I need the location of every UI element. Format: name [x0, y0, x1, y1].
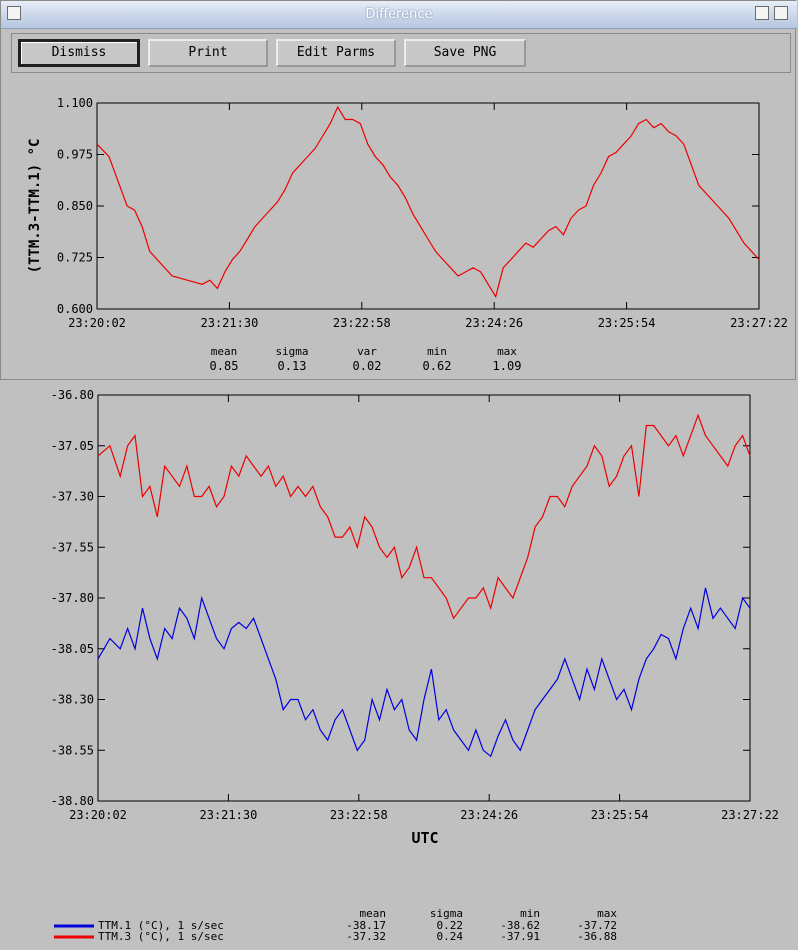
stats-value: -37.72 — [577, 919, 617, 932]
stats-value: 0.24 — [437, 930, 464, 943]
stats-header: mean — [360, 907, 387, 920]
y-tick-label: -38.05 — [51, 642, 94, 656]
y-tick-label: 0.725 — [57, 251, 93, 265]
edit-parms-button[interactable]: Edit Parms — [276, 39, 396, 67]
stats-header: max — [497, 345, 517, 358]
window-title: Difference — [365, 7, 433, 22]
difference-dialog: Difference Dismiss Print Edit Parms Save… — [0, 0, 797, 380]
stats-value: -38.62 — [500, 919, 540, 932]
stats-value: -37.32 — [346, 930, 386, 943]
title-bar[interactable]: Difference — [1, 1, 797, 29]
stats-header: mean — [211, 345, 238, 358]
y-tick-label: -37.30 — [51, 490, 94, 504]
y-tick-label: 1.100 — [57, 96, 93, 110]
x-tick-label: 23:22:58 — [333, 316, 391, 330]
y-tick-label: 0.850 — [57, 199, 93, 213]
series-line-0 — [96, 105, 760, 299]
legend-label: TTM.3 (°C), 1 s/sec — [98, 930, 224, 943]
stats-header: sigma — [275, 345, 308, 358]
series-line-0 — [97, 587, 751, 758]
x-tick-label: 23:25:54 — [591, 808, 649, 822]
plot-frame — [97, 394, 751, 802]
y-axis-label: (TTM.3-TTM.1) °C — [27, 139, 43, 274]
stats-header: sigma — [430, 907, 463, 920]
stats-value: 0.62 — [423, 359, 452, 373]
stats-header: min — [427, 345, 447, 358]
x-tick-label: 23:24:26 — [460, 808, 518, 822]
stats-header: min — [520, 907, 540, 920]
stats-header: max — [597, 907, 617, 920]
legend-label: TTM.1 (°C), 1 s/sec — [98, 919, 224, 932]
x-tick-label: 23:24:26 — [465, 316, 523, 330]
save-png-button[interactable]: Save PNG — [404, 39, 526, 67]
stats-value: 0.85 — [210, 359, 239, 373]
y-tick-label: -38.80 — [51, 794, 94, 808]
maximize-icon[interactable] — [774, 6, 788, 20]
x-tick-label: 23:20:02 — [68, 316, 126, 330]
x-axis-label: UTC — [411, 829, 438, 847]
y-tick-label: 0.975 — [57, 148, 93, 162]
y-tick-label: -38.30 — [51, 693, 94, 707]
difference-chart: 0.600 0.725 0.850 0.975 1.100 23:20:02 23:21:3… — [27, 96, 788, 373]
stats-value: 0.13 — [278, 359, 307, 373]
y-tick-label: -37.05 — [51, 439, 94, 453]
series-line-1 — [97, 413, 751, 620]
y-tick-label: 0.600 — [57, 302, 93, 316]
print-button[interactable]: Print — [148, 39, 268, 67]
x-tick-label: 23:22:58 — [330, 808, 388, 822]
stats-value: 0.22 — [437, 919, 464, 932]
stats-value: -36.88 — [577, 930, 617, 943]
y-tick-label: -37.80 — [51, 591, 94, 605]
x-tick-label: 23:27:22 — [721, 808, 779, 822]
x-tick-label: 23:27:22 — [730, 316, 788, 330]
x-tick-label: 23:21:30 — [201, 316, 259, 330]
stats-value: -38.17 — [346, 919, 386, 932]
x-tick-label: 23:20:02 — [69, 808, 127, 822]
dismiss-button[interactable]: Dismiss — [18, 39, 140, 67]
y-tick-label: -36.80 — [51, 388, 94, 402]
y-tick-label: -38.55 — [51, 743, 94, 757]
stats-header: var — [357, 345, 377, 358]
x-tick-label: 23:21:30 — [200, 808, 258, 822]
toolbar: Dismiss Print Edit Parms Save PNG — [11, 33, 791, 73]
y-tick-label: -37.55 — [51, 540, 94, 554]
x-tick-label: 23:25:54 — [598, 316, 656, 330]
stats-value: 0.02 — [353, 359, 382, 373]
minimize-icon[interactable] — [755, 6, 769, 20]
plot-frame — [96, 102, 760, 310]
stats-value: -37.91 — [500, 930, 540, 943]
window-menu-icon[interactable] — [7, 6, 21, 20]
stats-value: 1.09 — [493, 359, 522, 373]
